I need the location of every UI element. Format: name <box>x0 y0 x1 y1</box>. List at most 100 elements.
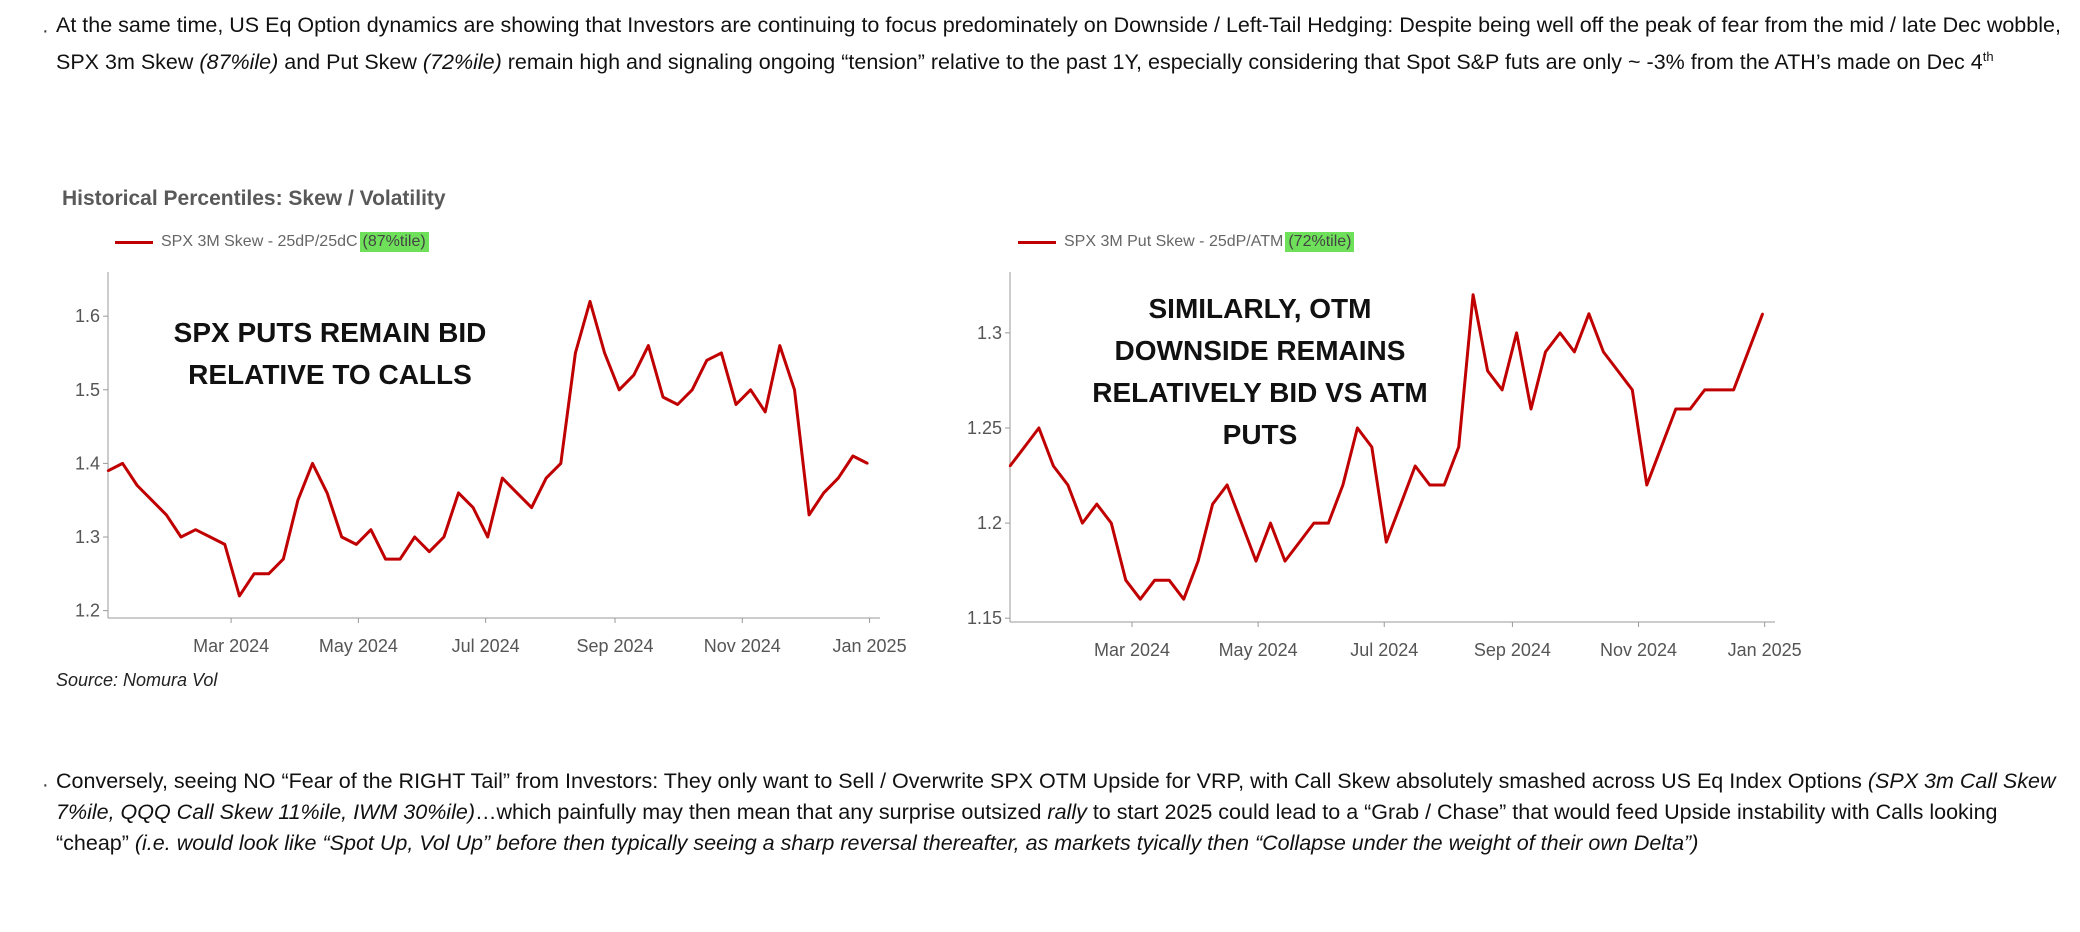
data-point <box>1385 540 1388 544</box>
data-point <box>1240 521 1243 525</box>
y-tick-label: 1.2 <box>977 513 1002 533</box>
para2-text-1: Conversely, seeing NO “Fear of the RIGHT… <box>56 769 1868 793</box>
y-tick-label: 1.6 <box>75 306 100 326</box>
data-point <box>603 351 606 355</box>
data-point <box>1645 483 1649 487</box>
data-point <box>720 351 723 355</box>
data-point <box>267 572 270 575</box>
para1-text-1: At the same time, US Eq Option dynamics … <box>56 13 2061 75</box>
legend-chart-2: SPX 3M Put Skew - 25dP/ATM (72%tile) <box>1018 232 1355 252</box>
data-point <box>1631 388 1634 392</box>
data-point <box>1312 521 1316 525</box>
data-point <box>705 359 708 362</box>
data-point <box>121 462 124 465</box>
data-point <box>647 344 650 347</box>
bullet-marker: · <box>42 774 49 796</box>
data-point <box>1674 407 1678 411</box>
chart-annotation: RELATIVE TO CALLS <box>188 359 472 390</box>
data-point <box>793 388 796 391</box>
data-point <box>1008 464 1012 468</box>
x-tick-label: Jan 2025 <box>1728 640 1802 660</box>
data-point <box>442 535 446 539</box>
data-point <box>866 462 869 465</box>
data-point <box>369 528 373 531</box>
x-tick-label: Jul 2024 <box>1350 640 1418 660</box>
data-point <box>574 351 577 355</box>
data-point <box>340 535 343 539</box>
data-point <box>530 506 533 509</box>
data-point <box>106 469 110 472</box>
data-point <box>150 499 153 502</box>
data-point <box>428 550 431 553</box>
data-point <box>1414 464 1417 468</box>
data-point <box>282 557 285 561</box>
para1-text-2: and Put Skew <box>278 50 423 75</box>
data-point <box>545 476 548 480</box>
data-point <box>355 543 358 546</box>
data-point <box>807 513 811 517</box>
data-point <box>1283 559 1287 563</box>
data-point <box>325 491 329 495</box>
legend-chart-1: SPX 3M Skew - 25dP/25dC (87%tile) <box>115 232 429 252</box>
chart-annotation: SPX PUTS REMAIN BID <box>174 317 487 348</box>
data-point <box>851 454 855 458</box>
para2-text-3: to start 2025 could lead to a “Grab / Ch… <box>56 800 1998 855</box>
x-tick-label: Mar 2024 <box>193 636 269 656</box>
x-tick-label: Nov 2024 <box>1600 640 1677 660</box>
data-point <box>1558 331 1562 335</box>
data-point <box>1081 521 1084 525</box>
data-point <box>661 395 665 399</box>
bullet-marker: · <box>42 20 49 42</box>
data-point <box>1153 579 1156 582</box>
para1-superscript: th <box>1982 49 1994 64</box>
data-point <box>1023 445 1026 449</box>
paragraph-2: Conversely, seeing NO “Fear of the RIGHT… <box>56 766 2066 859</box>
data-point <box>559 462 562 465</box>
data-point <box>1443 483 1446 487</box>
data-point <box>1689 407 1692 411</box>
x-tick-label: May 2024 <box>319 636 398 656</box>
data-point <box>1703 388 1706 392</box>
data-point <box>1052 464 1055 468</box>
para1-italic-1: (87%ile) <box>199 50 279 75</box>
data-point <box>194 528 197 531</box>
data-point <box>1587 312 1591 315</box>
data-point <box>1298 540 1301 544</box>
data-point <box>413 535 416 539</box>
data-point <box>398 557 402 561</box>
x-tick-label: May 2024 <box>1219 640 1298 660</box>
chart-title: Historical Percentiles: Skew / Volatilit… <box>62 187 446 210</box>
data-point <box>1182 598 1185 601</box>
x-tick-label: Mar 2024 <box>1094 640 1170 660</box>
data-point <box>384 557 387 561</box>
data-point <box>1428 483 1431 487</box>
data-point <box>1529 407 1533 411</box>
data-point <box>1515 331 1518 335</box>
data-point <box>1110 521 1113 525</box>
data-point <box>1168 579 1171 582</box>
legend-label-1: SPX 3M Skew - 25dP/25dC <box>161 233 358 250</box>
data-point <box>1225 483 1229 487</box>
x-tick-label: Jul 2024 <box>452 636 520 656</box>
data-point <box>1500 388 1504 392</box>
data-point <box>457 491 460 495</box>
legend-swatch <box>115 240 153 244</box>
y-tick-label: 1.15 <box>967 608 1002 628</box>
legend-badge-1: (87%tile) <box>359 232 429 252</box>
data-point <box>1746 350 1750 354</box>
data-point <box>822 491 825 495</box>
data-point <box>1486 369 1489 373</box>
data-point <box>734 403 738 406</box>
legend-badge-2: (72%tile) <box>1285 232 1355 252</box>
data-point <box>1370 445 1374 449</box>
data-point <box>1356 426 1359 430</box>
data-point <box>165 513 168 517</box>
y-tick-label: 1.3 <box>75 527 100 547</box>
data-point <box>311 462 314 465</box>
data-point <box>1761 312 1764 315</box>
para2-italic-3: (i.e. would look like “Spot Up, Vol Up” … <box>134 831 1699 855</box>
data-point <box>1457 445 1460 449</box>
data-point <box>252 572 256 575</box>
para2-italic-2: rally <box>1047 800 1087 824</box>
data-point <box>1196 559 1200 563</box>
